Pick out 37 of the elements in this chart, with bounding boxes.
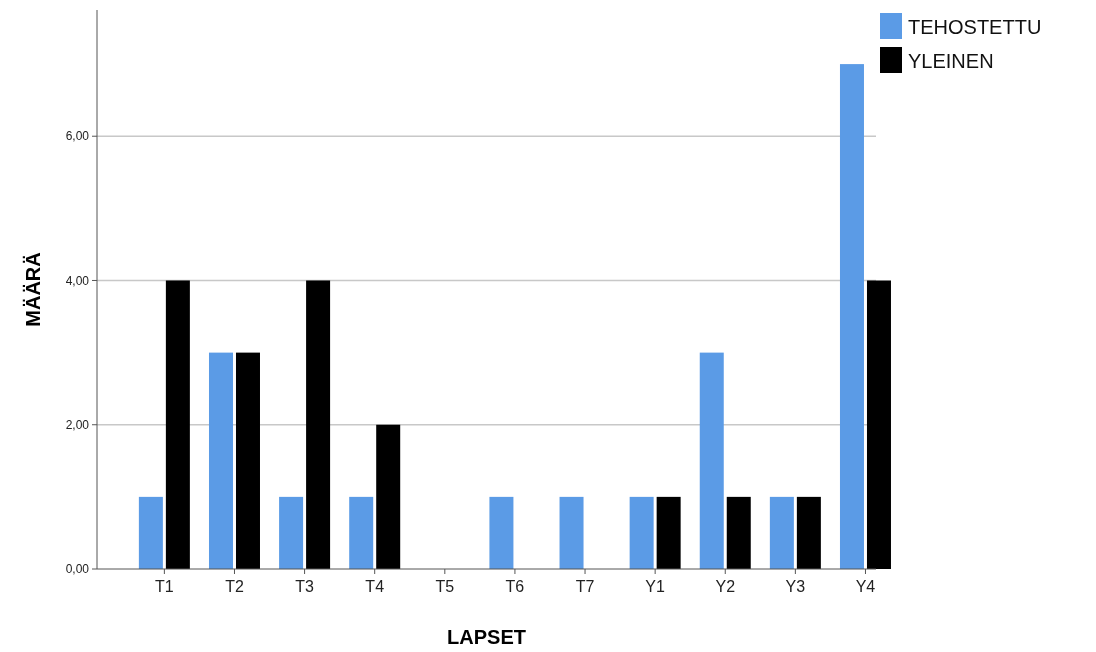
x-tick-label: T4 <box>365 578 385 595</box>
legend-label: YLEINEN <box>908 50 994 72</box>
bar <box>796 496 821 569</box>
bar <box>306 280 331 569</box>
bar <box>349 496 374 569</box>
x-tick-label: T6 <box>505 578 525 595</box>
bar <box>656 496 681 569</box>
x-tick-label: T1 <box>155 578 174 595</box>
x-tick-label: T2 <box>225 578 244 595</box>
bar <box>629 496 654 569</box>
bar <box>376 424 401 569</box>
bar <box>208 352 233 569</box>
y-tick-label: 4,00 <box>65 273 90 288</box>
legend-label: TEHOSTETTU <box>908 16 1042 38</box>
bar <box>726 496 751 569</box>
y-tick-label: 2,00 <box>65 417 90 432</box>
y-axis-title: MÄÄRÄ <box>22 252 44 327</box>
x-tick-label: T5 <box>435 578 455 595</box>
y-tick-label: 0,00 <box>65 562 90 577</box>
y-tick-label: 6,00 <box>65 129 90 144</box>
x-tick-label: Y1 <box>645 578 666 595</box>
bar <box>165 280 190 569</box>
x-tick-label: T7 <box>575 578 595 595</box>
bar <box>235 352 260 569</box>
x-tick-label: T3 <box>295 578 315 595</box>
bar <box>769 496 794 569</box>
bar <box>839 64 864 569</box>
bar <box>699 352 724 569</box>
x-axis-title: LAPSET <box>447 626 526 648</box>
x-tick-label: Y3 <box>785 578 806 595</box>
x-tick-label: Y2 <box>715 578 736 595</box>
bar <box>559 496 584 569</box>
bar <box>138 496 163 569</box>
bar <box>866 280 891 569</box>
bar <box>489 496 514 569</box>
bar <box>279 496 304 569</box>
x-tick-label: Y4 <box>855 578 876 595</box>
